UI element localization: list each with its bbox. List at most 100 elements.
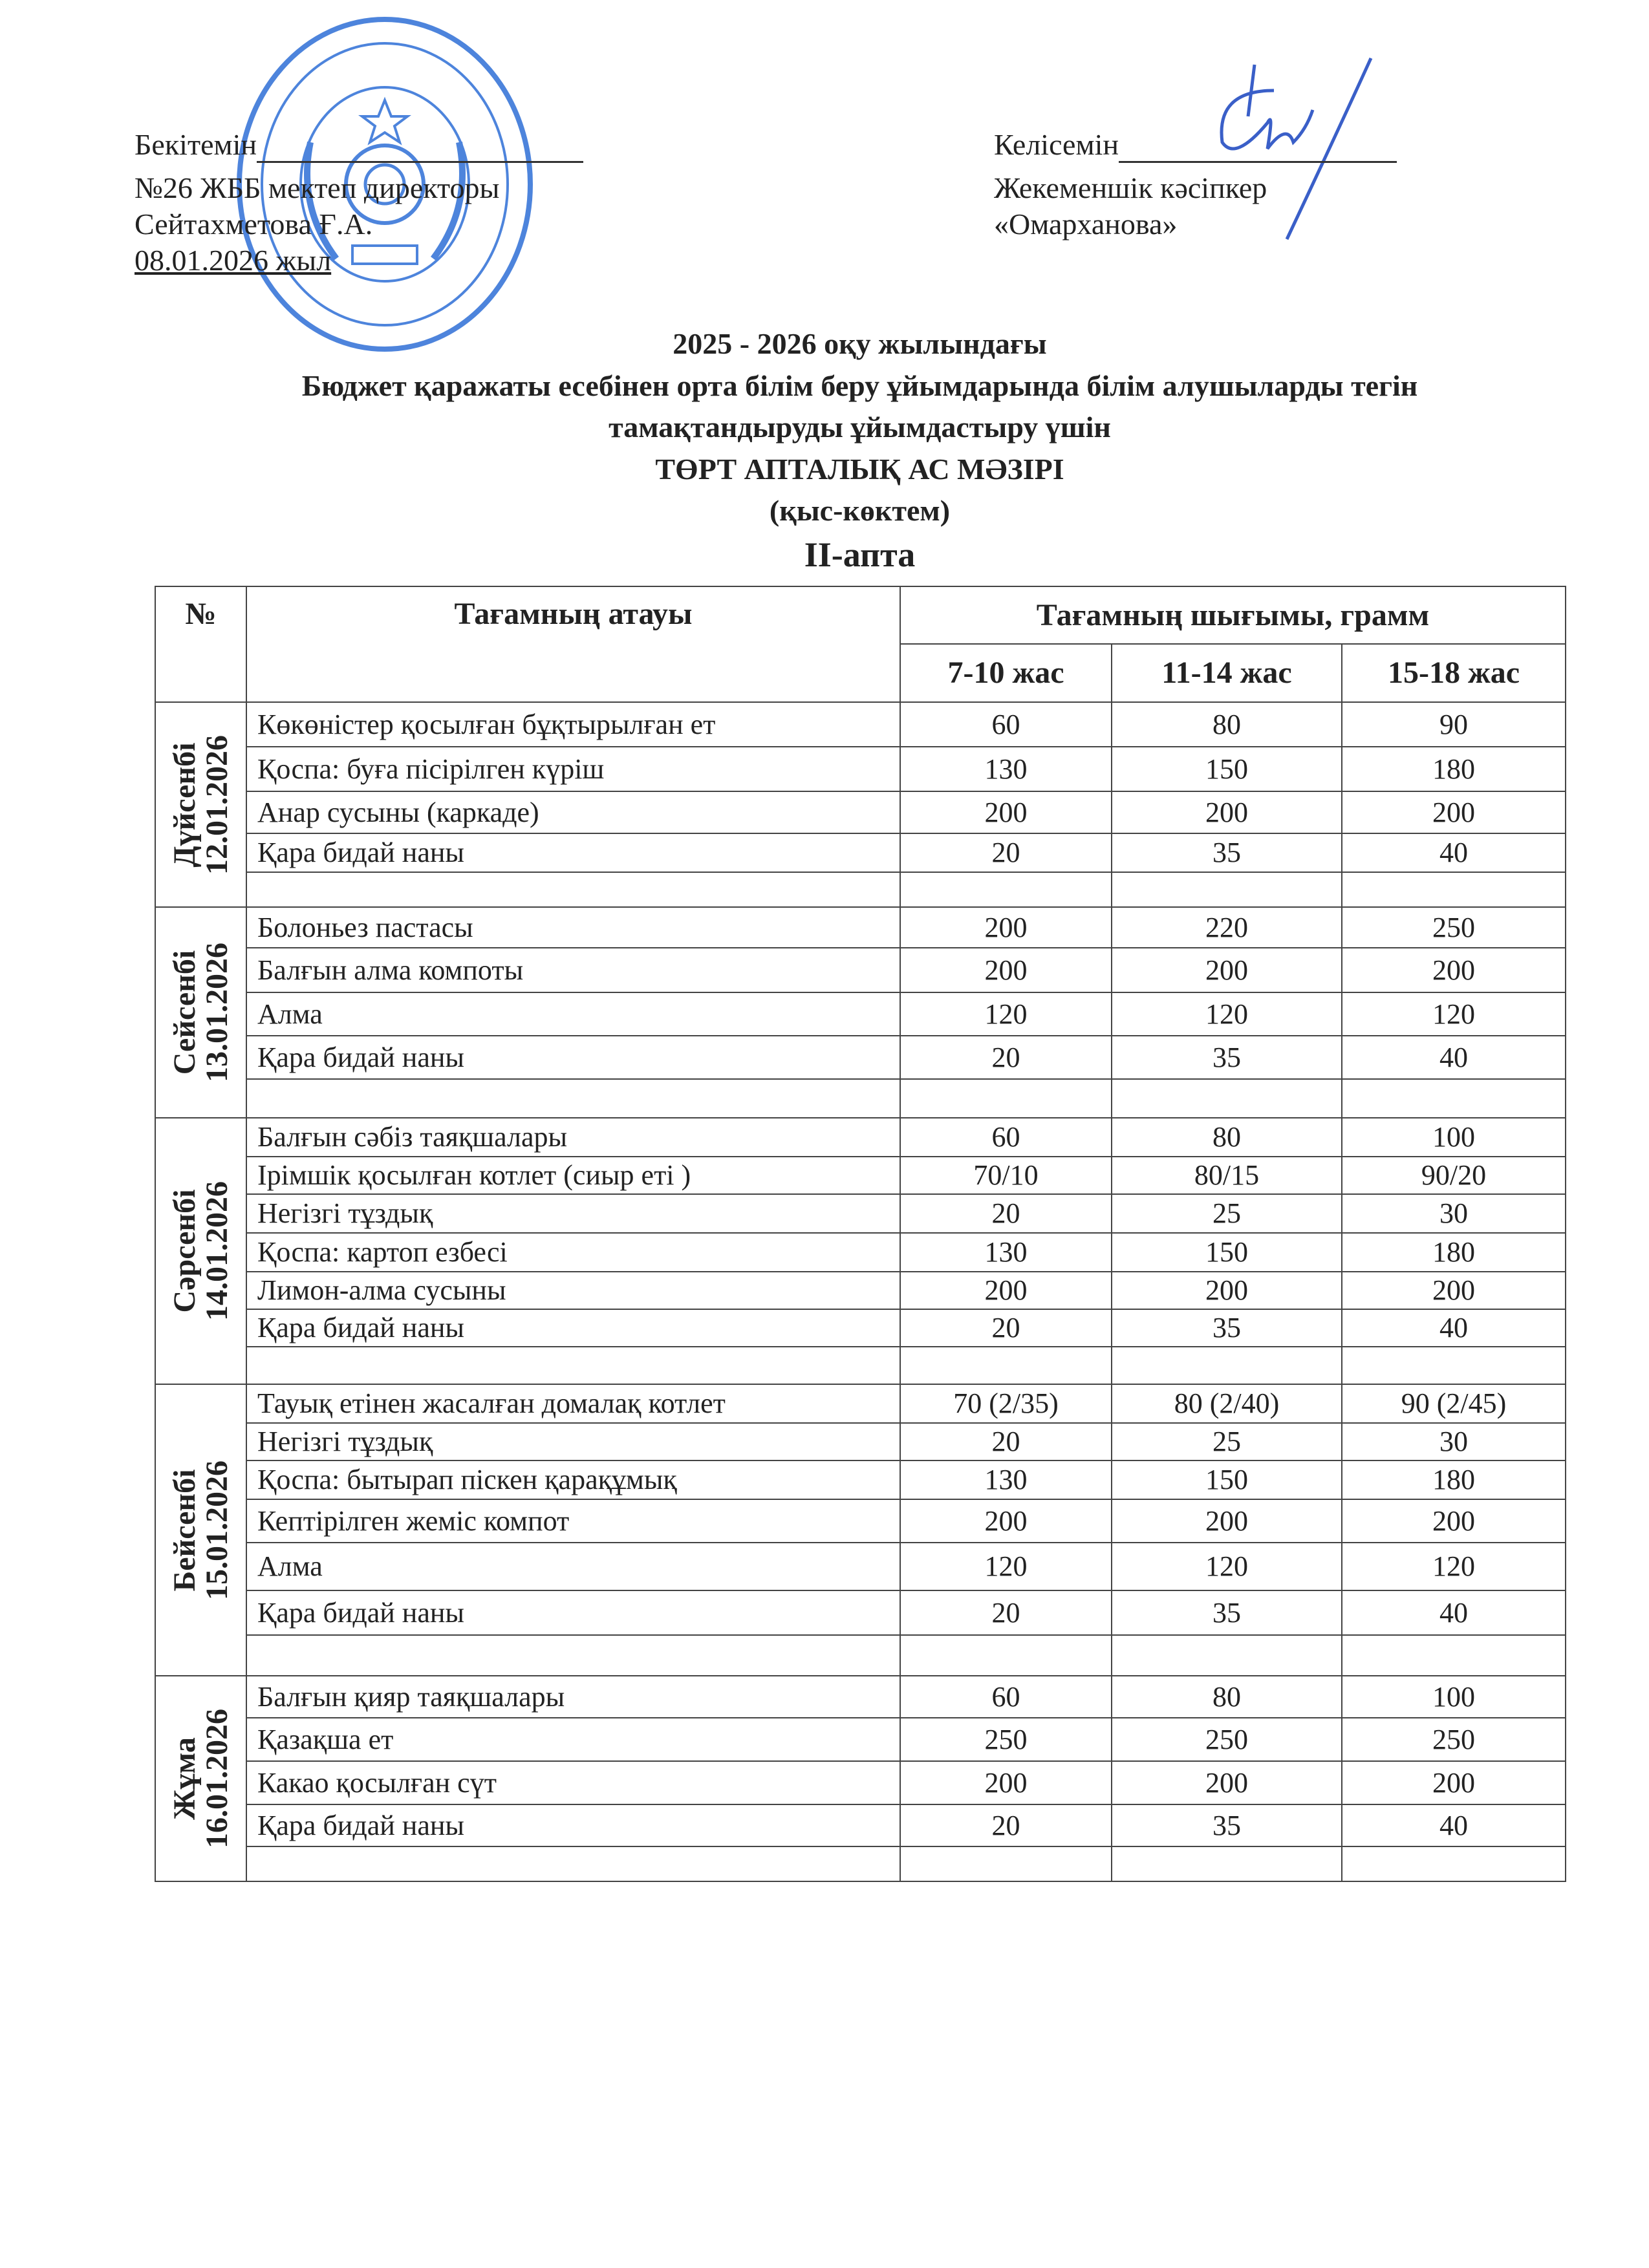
dish-name: Көкөністер қосылған бұқтырылған ет — [246, 701, 901, 747]
menu-row: Қара бидай наны 20 35 40 — [155, 1804, 1566, 1847]
dish-name: Алма — [246, 1542, 901, 1591]
day-label: Сәрсенбі 14.01.2026 — [167, 1181, 234, 1321]
yield-7-10 — [900, 1634, 1112, 1676]
yield-11-14: 200 — [1111, 791, 1342, 834]
yield-7-10: 130 — [900, 1460, 1112, 1500]
yield-11-14 — [1111, 1634, 1342, 1676]
menu-row: Сейсенбі 13.01.2026 Болоньез пастасы 200 220… — [155, 906, 1566, 1118]
yield-11-14: 35 — [1111, 1804, 1342, 1847]
yield-15-18: 200 — [1341, 1271, 1566, 1310]
yield-7-10: 60 — [900, 1675, 1112, 1718]
dish-name: Балғын қияр таяқшалары — [246, 1675, 901, 1718]
yield-11-14: 80 (2/40) — [1111, 1384, 1342, 1424]
menu-row: Кептірілген жеміс компот 200 200 200 — [155, 1499, 1566, 1543]
dish-name: Какао қосылған сүт — [246, 1760, 901, 1805]
menu-row: Қоспа: буға пісірілген күріш 130 150 180 — [155, 746, 1566, 792]
day-name: Бейсенбі — [167, 1469, 202, 1591]
menu-row: Алма 120 120 120 — [155, 992, 1566, 1036]
yield-7-10 — [900, 1346, 1112, 1385]
title-season: (қыс-көктем) — [769, 494, 951, 527]
menu-row: Негізгі тұздық 20 25 30 — [155, 1193, 1566, 1234]
yield-15-18: 180 — [1341, 1460, 1566, 1500]
yield-15-18: 40 — [1341, 833, 1566, 873]
day-cell: Жұма 16.01.2026 — [155, 1675, 247, 1882]
day-name: Дүйсенбі — [167, 742, 202, 867]
dish-name: Балғын алма компоты — [246, 947, 901, 993]
menu-table: № Тағамның атауы Тағамның шығымы, грамм … — [155, 586, 1566, 1882]
yield-7-10: 130 — [900, 1232, 1112, 1272]
agreement-name: «Омарханова» — [994, 208, 1178, 241]
day-date: 13.01.2026 — [199, 943, 234, 1082]
dish-name: Негізгі тұздық — [246, 1193, 901, 1234]
menu-row: Сәрсенбі 14.01.2026 Балғын сәбіз таяқшалар… — [155, 1117, 1566, 1385]
dish-name: Қара бидай наны — [246, 833, 901, 873]
document-titles: 2025 - 2026 оқу жылындағы Бюджет қаражат… — [155, 323, 1565, 577]
yield-15-18 — [1341, 1346, 1566, 1385]
menu-row: Какао қосылған сүт 200 200 200 — [155, 1760, 1566, 1805]
yield-15-18: 200 — [1341, 791, 1566, 834]
day-name: Сейсенбі — [167, 950, 202, 1075]
day-date: 16.01.2026 — [199, 1709, 234, 1848]
menu-row: Қазақша ет 250 250 250 — [155, 1717, 1566, 1762]
yield-7-10: 130 — [900, 746, 1112, 792]
yield-11-14: 150 — [1111, 1460, 1342, 1500]
day-name: Сәрсенбі — [167, 1189, 202, 1313]
yield-15-18: 90 (2/45) — [1341, 1384, 1566, 1424]
yield-7-10: 120 — [900, 1542, 1112, 1591]
yield-15-18: 200 — [1341, 1760, 1566, 1805]
yield-11-14: 35 — [1111, 833, 1342, 873]
yield-15-18: 90 — [1341, 701, 1566, 747]
yield-11-14: 120 — [1111, 992, 1342, 1036]
menu-row: Дүйсенбі 12.01.2026 Көкөністер қосылған бұ… — [155, 701, 1566, 908]
yield-7-10: 200 — [900, 1499, 1112, 1543]
yield-15-18: 180 — [1341, 746, 1566, 792]
yield-15-18: 200 — [1341, 947, 1566, 993]
yield-15-18: 40 — [1341, 1035, 1566, 1080]
dish-name: Қара бидай наны — [246, 1035, 901, 1080]
dish-name: Анар сусыны (каркаде) — [246, 791, 901, 834]
yield-15-18: 180 — [1341, 1232, 1566, 1272]
yield-11-14 — [1111, 872, 1342, 908]
yield-7-10: 20 — [900, 1035, 1112, 1080]
yield-11-14: 35 — [1111, 1590, 1342, 1636]
menu-row-empty — [155, 1634, 1566, 1676]
menu-row: Жұма 16.01.2026 Балғын қияр таяқшалары 60 80… — [155, 1675, 1566, 1882]
approval-name: Сейтахметова Ғ.А. — [135, 208, 373, 241]
yield-15-18: 40 — [1341, 1590, 1566, 1636]
yield-11-14: 25 — [1111, 1422, 1342, 1461]
day-label: Бейсенбі 15.01.2026 — [167, 1460, 234, 1600]
day-cell: Дүйсенбі 12.01.2026 — [155, 701, 247, 908]
menu-row: Қоспа: картоп езбесі 130 150 180 — [155, 1232, 1566, 1272]
yield-7-10: 20 — [900, 1590, 1112, 1636]
day-cell: Бейсенбі 15.01.2026 — [155, 1384, 247, 1676]
yield-11-14: 80/15 — [1111, 1156, 1342, 1195]
dish-name: Негізгі тұздық — [246, 1422, 901, 1461]
menu-row: Қара бидай наны 20 35 40 — [155, 1590, 1566, 1636]
yield-15-18: 30 — [1341, 1193, 1566, 1234]
day-name: Жұма — [167, 1737, 202, 1820]
yield-7-10: 70 (2/35) — [900, 1384, 1112, 1424]
dish-name — [246, 1346, 901, 1385]
menu-row: Анар сусыны (каркаде) 200 200 200 — [155, 791, 1566, 834]
yield-15-18: 100 — [1341, 1675, 1566, 1718]
day-label: Дүйсенбі 12.01.2026 — [167, 735, 234, 875]
title-main: ТӨРТ АПТАЛЫҚ АС МӘЗІРІ — [655, 452, 1064, 486]
approval-date: 08.01.2026 жыл — [135, 244, 332, 277]
yield-7-10 — [900, 1078, 1112, 1118]
dish-name — [246, 872, 901, 908]
yield-15-18: 250 — [1341, 906, 1566, 948]
yield-7-10: 60 — [900, 701, 1112, 747]
yield-11-14: 120 — [1111, 1542, 1342, 1591]
dish-name: Қара бидай наны — [246, 1804, 901, 1847]
day-date: 15.01.2026 — [199, 1460, 234, 1600]
menu-row: Балғын алма компоты 200 200 200 — [155, 947, 1566, 993]
yield-7-10: 200 — [900, 791, 1112, 834]
yield-15-18: 40 — [1341, 1309, 1566, 1347]
dish-name: Балғын сәбіз таяқшалары — [246, 1117, 901, 1157]
day-date: 14.01.2026 — [199, 1181, 234, 1321]
menu-row: Қара бидай наны 20 35 40 — [155, 1309, 1566, 1347]
menu-row-empty — [155, 1846, 1566, 1882]
yield-15-18: 100 — [1341, 1117, 1566, 1157]
title-year: 2025 - 2026 оқу жылындағы — [673, 327, 1047, 360]
yield-7-10: 200 — [900, 1760, 1112, 1805]
